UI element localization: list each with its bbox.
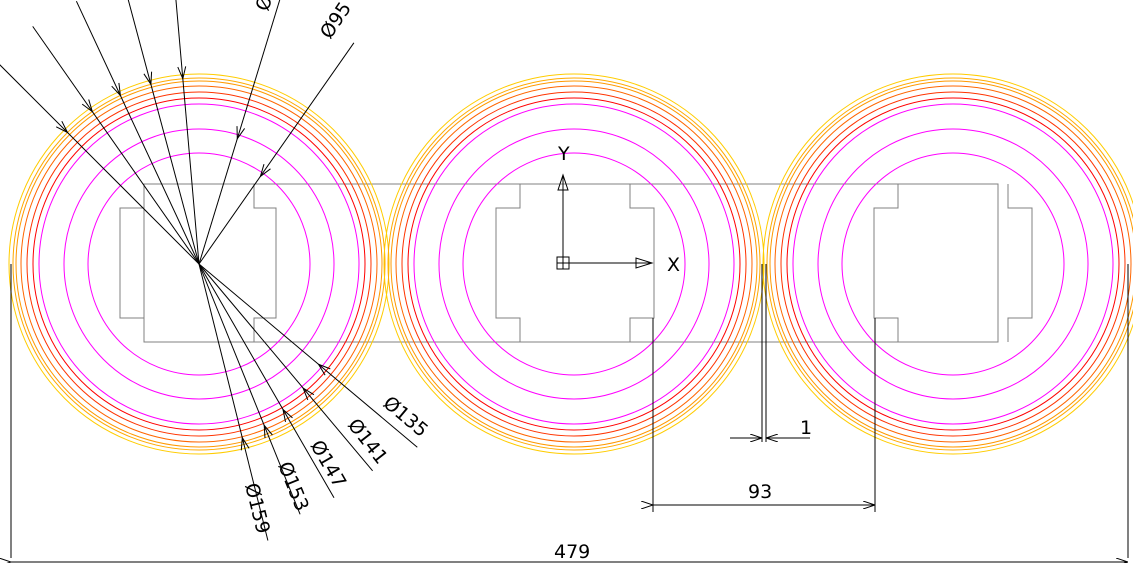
ring-center-7 <box>390 80 758 448</box>
winding-rings <box>8 73 1133 455</box>
leader-line-1 <box>0 64 200 265</box>
ring-center-3 <box>413 103 735 425</box>
ring-center-9 <box>383 73 765 455</box>
leader-arrowhead-3 <box>111 82 122 97</box>
leader-arrowhead-6 <box>236 126 246 141</box>
leader-arrowhead-11 <box>263 423 273 439</box>
ring-left-3 <box>38 103 360 425</box>
ring-center-1 <box>462 152 686 376</box>
core-outline <box>119 183 1033 343</box>
leader-arrowhead-4 <box>143 71 153 86</box>
leader-line-4 <box>127 0 200 265</box>
leader-line-5 <box>175 0 200 265</box>
ring-center-2 <box>438 128 710 400</box>
ring-right-5 <box>780 91 1126 437</box>
ring-right-1 <box>841 152 1065 376</box>
dimension-overall-label: 479 <box>554 541 590 563</box>
y-axis-label: Y <box>557 143 570 165</box>
dimension-clearance-label: 1 <box>800 417 812 439</box>
ring-right-8 <box>766 77 1133 451</box>
x-axis-label: X <box>667 254 680 276</box>
ucs-y-arrow <box>557 173 569 191</box>
leader-arrowhead-2 <box>81 99 94 113</box>
ring-right-9 <box>762 73 1133 455</box>
ring-left-9 <box>8 73 390 455</box>
ring-center-4 <box>407 97 741 431</box>
leader-line-6 <box>198 0 281 265</box>
ring-right-4 <box>786 97 1120 431</box>
ring-left-7 <box>15 80 383 448</box>
ring-center-5 <box>401 91 747 437</box>
ring-right-7 <box>769 80 1133 448</box>
diameter-label-7: Ø159 <box>240 481 274 536</box>
ucs-icon <box>556 173 654 270</box>
leader-arrowhead-5 <box>177 66 187 81</box>
ring-center-8 <box>387 77 761 451</box>
ring-left-1 <box>87 152 311 376</box>
dimension-clearance <box>730 264 810 442</box>
ring-left-4 <box>32 97 366 431</box>
ring-left-6 <box>20 85 378 443</box>
diameter-label-2: Ø115 <box>252 0 288 13</box>
leader-arrowhead-1 <box>55 120 69 134</box>
ring-left-5 <box>26 91 372 437</box>
core-block-left <box>119 184 277 342</box>
diameter-label-6: Ø153 <box>273 459 313 515</box>
leader-arrowhead-8 <box>317 363 331 376</box>
leader-line-11 <box>198 263 301 515</box>
ring-center-6 <box>395 85 753 443</box>
leader-line-3 <box>75 0 200 265</box>
leader-line-12 <box>198 263 269 541</box>
ring-right-6 <box>774 85 1132 443</box>
leader-arrowhead-10 <box>282 408 293 422</box>
core-block-center <box>495 184 655 342</box>
ring-left-8 <box>12 77 386 451</box>
core-yoke-frame <box>143 183 999 343</box>
diameter-label-5: Ø147 <box>306 437 351 492</box>
leader-line-8 <box>198 263 418 448</box>
leader-arrowhead-9 <box>302 386 315 401</box>
core-block-right <box>873 184 1033 342</box>
diameter-label-1: Ø95 <box>316 0 356 43</box>
ring-right-2 <box>817 128 1089 400</box>
diameter-label-4: Ø141 <box>343 415 392 469</box>
dimension-overall <box>11 264 1129 562</box>
leader-line-10 <box>198 263 335 499</box>
leader-arrowhead-7 <box>259 164 271 178</box>
leader-line-2 <box>32 26 200 265</box>
ring-left-2 <box>63 128 335 400</box>
diameter-label-3: Ø135 <box>379 392 432 442</box>
leader-line-7 <box>198 42 355 265</box>
dimension-gap <box>653 318 876 512</box>
leader-arrowhead-12 <box>240 436 250 451</box>
leader-line-9 <box>198 263 373 472</box>
ucs-x-arrow <box>635 257 654 269</box>
ring-right-3 <box>792 103 1114 425</box>
dimension-gap-label: 93 <box>748 481 772 503</box>
